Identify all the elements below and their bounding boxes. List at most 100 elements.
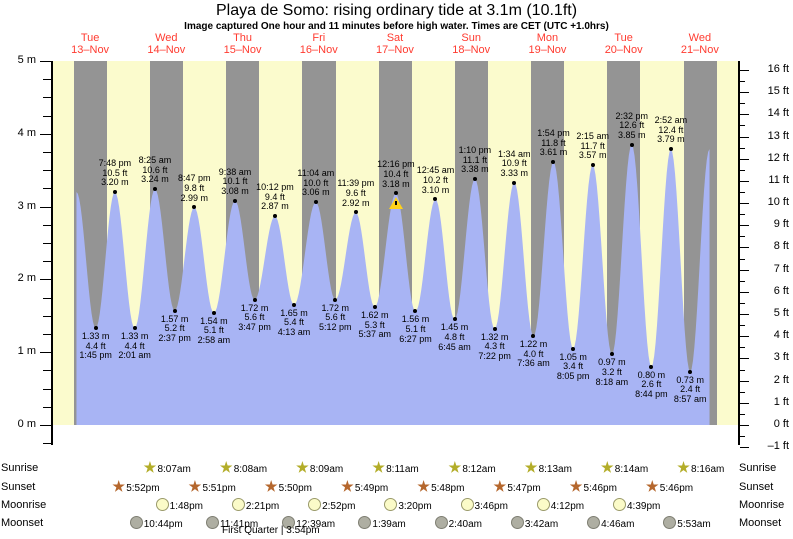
tide-feet: 2.6 ft	[641, 379, 662, 390]
left-axis-tick	[43, 443, 52, 444]
right-axis-tick	[740, 137, 749, 138]
day-header-3: Fri 16–Nov	[281, 32, 357, 56]
moonrise-circle-icon	[612, 498, 626, 514]
tide-feet: 4.4 ft	[124, 340, 145, 351]
day-header-weekday: Thu	[233, 32, 253, 44]
right-axis-label-13: 13 ft	[767, 129, 789, 142]
tide-extreme-label-high: 1:10 pm 11.1 ft 3.38 m	[445, 145, 505, 175]
left-axis-label-1: 1 m	[17, 345, 36, 358]
right-axis-tick	[740, 336, 749, 337]
astro-sunrise-item: 8:08am	[219, 461, 267, 477]
astro-sunrise-time: 8:11am	[386, 463, 419, 475]
astro-moonset-time: 10:44pm	[143, 518, 183, 530]
tide-feet: 10.5 ft	[102, 167, 128, 178]
astro-moonset-time: 2:40am	[448, 518, 482, 530]
astro-sunset-item: 5:47pm	[493, 480, 541, 496]
tide-feet: 9.8 ft	[184, 182, 205, 193]
right-axis-label-7: 7 ft	[773, 262, 789, 275]
astro-sunset-item: 5:49pm	[341, 480, 388, 496]
day-header-date: 20–Nov	[604, 44, 643, 56]
sunset-star-icon	[341, 480, 354, 496]
right-axis-label-15: 15 ft	[767, 85, 789, 98]
right-axis-label-5: 5 ft	[773, 307, 789, 320]
tide-meters: 3.08 m	[221, 185, 249, 196]
left-axis-tick	[43, 152, 52, 153]
left-axis-tick	[40, 425, 52, 426]
tide-extreme-dot	[551, 160, 556, 165]
right-axis-tick	[740, 370, 745, 371]
right-axis-tick	[740, 148, 745, 149]
tide-feet: 10.2 ft	[422, 174, 448, 185]
tide-time: 8:25 am	[138, 155, 172, 166]
sunset-star-icon	[112, 480, 125, 496]
tide-meters: 1.65 m	[280, 307, 308, 318]
tide-extreme-label-high: 11:04 am 10.0 ft 3.06 m	[286, 169, 346, 198]
day-header-5: Sun 18–Nov	[433, 32, 509, 56]
astro-sunset-time: 5:49pm	[354, 482, 389, 494]
tide-time: 8:57 am	[673, 394, 707, 405]
day-header-weekday: Sat	[386, 32, 404, 44]
tide-extreme-dot	[688, 369, 693, 374]
astro-sunrise-item: 8:11am	[372, 461, 419, 477]
day-header-0: Tue 13–Nov	[52, 32, 128, 56]
astro-moonrise-time: 3:46pm	[474, 500, 508, 512]
astro-moonset-time: 4:46am	[601, 518, 635, 530]
day-header-date: 16–Nov	[299, 44, 338, 56]
tide-extreme-dot	[252, 297, 257, 302]
right-axis-tick	[740, 314, 749, 315]
tide-time: 8:05 pm	[556, 370, 590, 381]
sunrise-star-icon	[372, 461, 385, 477]
tide-time: 8:47 pm	[177, 173, 211, 184]
right-axis-tick	[740, 181, 749, 182]
right-axis-tick	[740, 381, 749, 382]
astro-row-label-right-moonrise: Moonrise	[739, 499, 785, 511]
astro-sunset-time: 5:46pm	[583, 482, 617, 494]
tide-time: 2:52 am	[654, 115, 688, 126]
right-axis-label-1: 1 ft	[773, 395, 789, 408]
right-axis-label-11: 11 ft	[768, 173, 789, 186]
tide-feet: 4.4 ft	[85, 340, 106, 351]
tide-extreme-label-high: 2:32 pm 12.6 ft 3.85 m	[602, 111, 662, 141]
tide-meters: 3.61 m	[539, 147, 568, 158]
tide-meters: 1.54 m	[200, 315, 228, 326]
astro-row-label-right-moonset: Moonset	[739, 517, 782, 529]
astro-moonset-item: 5:53am	[663, 516, 711, 532]
astro-sunrise-item: 8:16am	[677, 461, 724, 477]
tide-meters: 3.24 m	[141, 174, 169, 185]
sunrise-star-icon	[448, 461, 462, 477]
moonset-circle-icon	[282, 516, 296, 532]
tide-meters: 1.05 m	[559, 351, 587, 362]
sunrise-star-icon	[524, 461, 538, 477]
tide-extreme-dot	[668, 147, 673, 152]
tide-extreme-label-low: 1.56 m 5.1 ft 6:27 pm	[385, 315, 445, 344]
astro-moonset-item: 3:42am	[510, 516, 558, 532]
tide-extreme-label-low: 1.45 m 4.8 ft 6:45 am	[425, 323, 485, 352]
moonrise-circle-icon	[384, 498, 398, 514]
right-axis-label-16: 16 ft	[767, 62, 789, 75]
tide-extreme-dot	[112, 190, 117, 195]
astro-moonrise-time: 2:21pm	[245, 500, 280, 512]
moonset-circle-icon	[434, 516, 448, 532]
astro-moonset-time: 12:39am	[296, 518, 336, 530]
astro-sunrise-time: 8:14am	[614, 463, 649, 475]
left-axis-tick	[43, 116, 52, 117]
left-axis-tick	[40, 279, 52, 280]
astro-moonrise-item: 4:12pm	[536, 498, 584, 514]
tide-extreme-dot	[609, 352, 614, 357]
astro-moonset-time: 5:53am	[677, 518, 711, 530]
right-axis-tick	[740, 436, 745, 437]
day-header-weekday: Sun	[461, 32, 481, 44]
moon-phase-label: First Quarter | 3:54pm	[222, 525, 320, 536]
right-axis-tick	[740, 170, 745, 171]
tide-time: 9:38 am	[218, 166, 252, 177]
tide-extreme-dot	[292, 302, 297, 307]
sunrise-star-icon	[296, 461, 309, 477]
sunrise-star-icon	[219, 461, 233, 477]
astro-moonrise-time: 3:20pm	[398, 500, 432, 512]
right-axis-tick	[740, 114, 749, 115]
astro-moonset-item: 1:39am	[358, 516, 406, 532]
tide-extreme-label-low: 0.80 m 2.6 ft 8:44 pm	[621, 370, 681, 400]
tide-extreme-dot	[492, 326, 497, 331]
moonrise-circle-icon	[308, 498, 322, 514]
left-axis-line	[51, 61, 53, 445]
